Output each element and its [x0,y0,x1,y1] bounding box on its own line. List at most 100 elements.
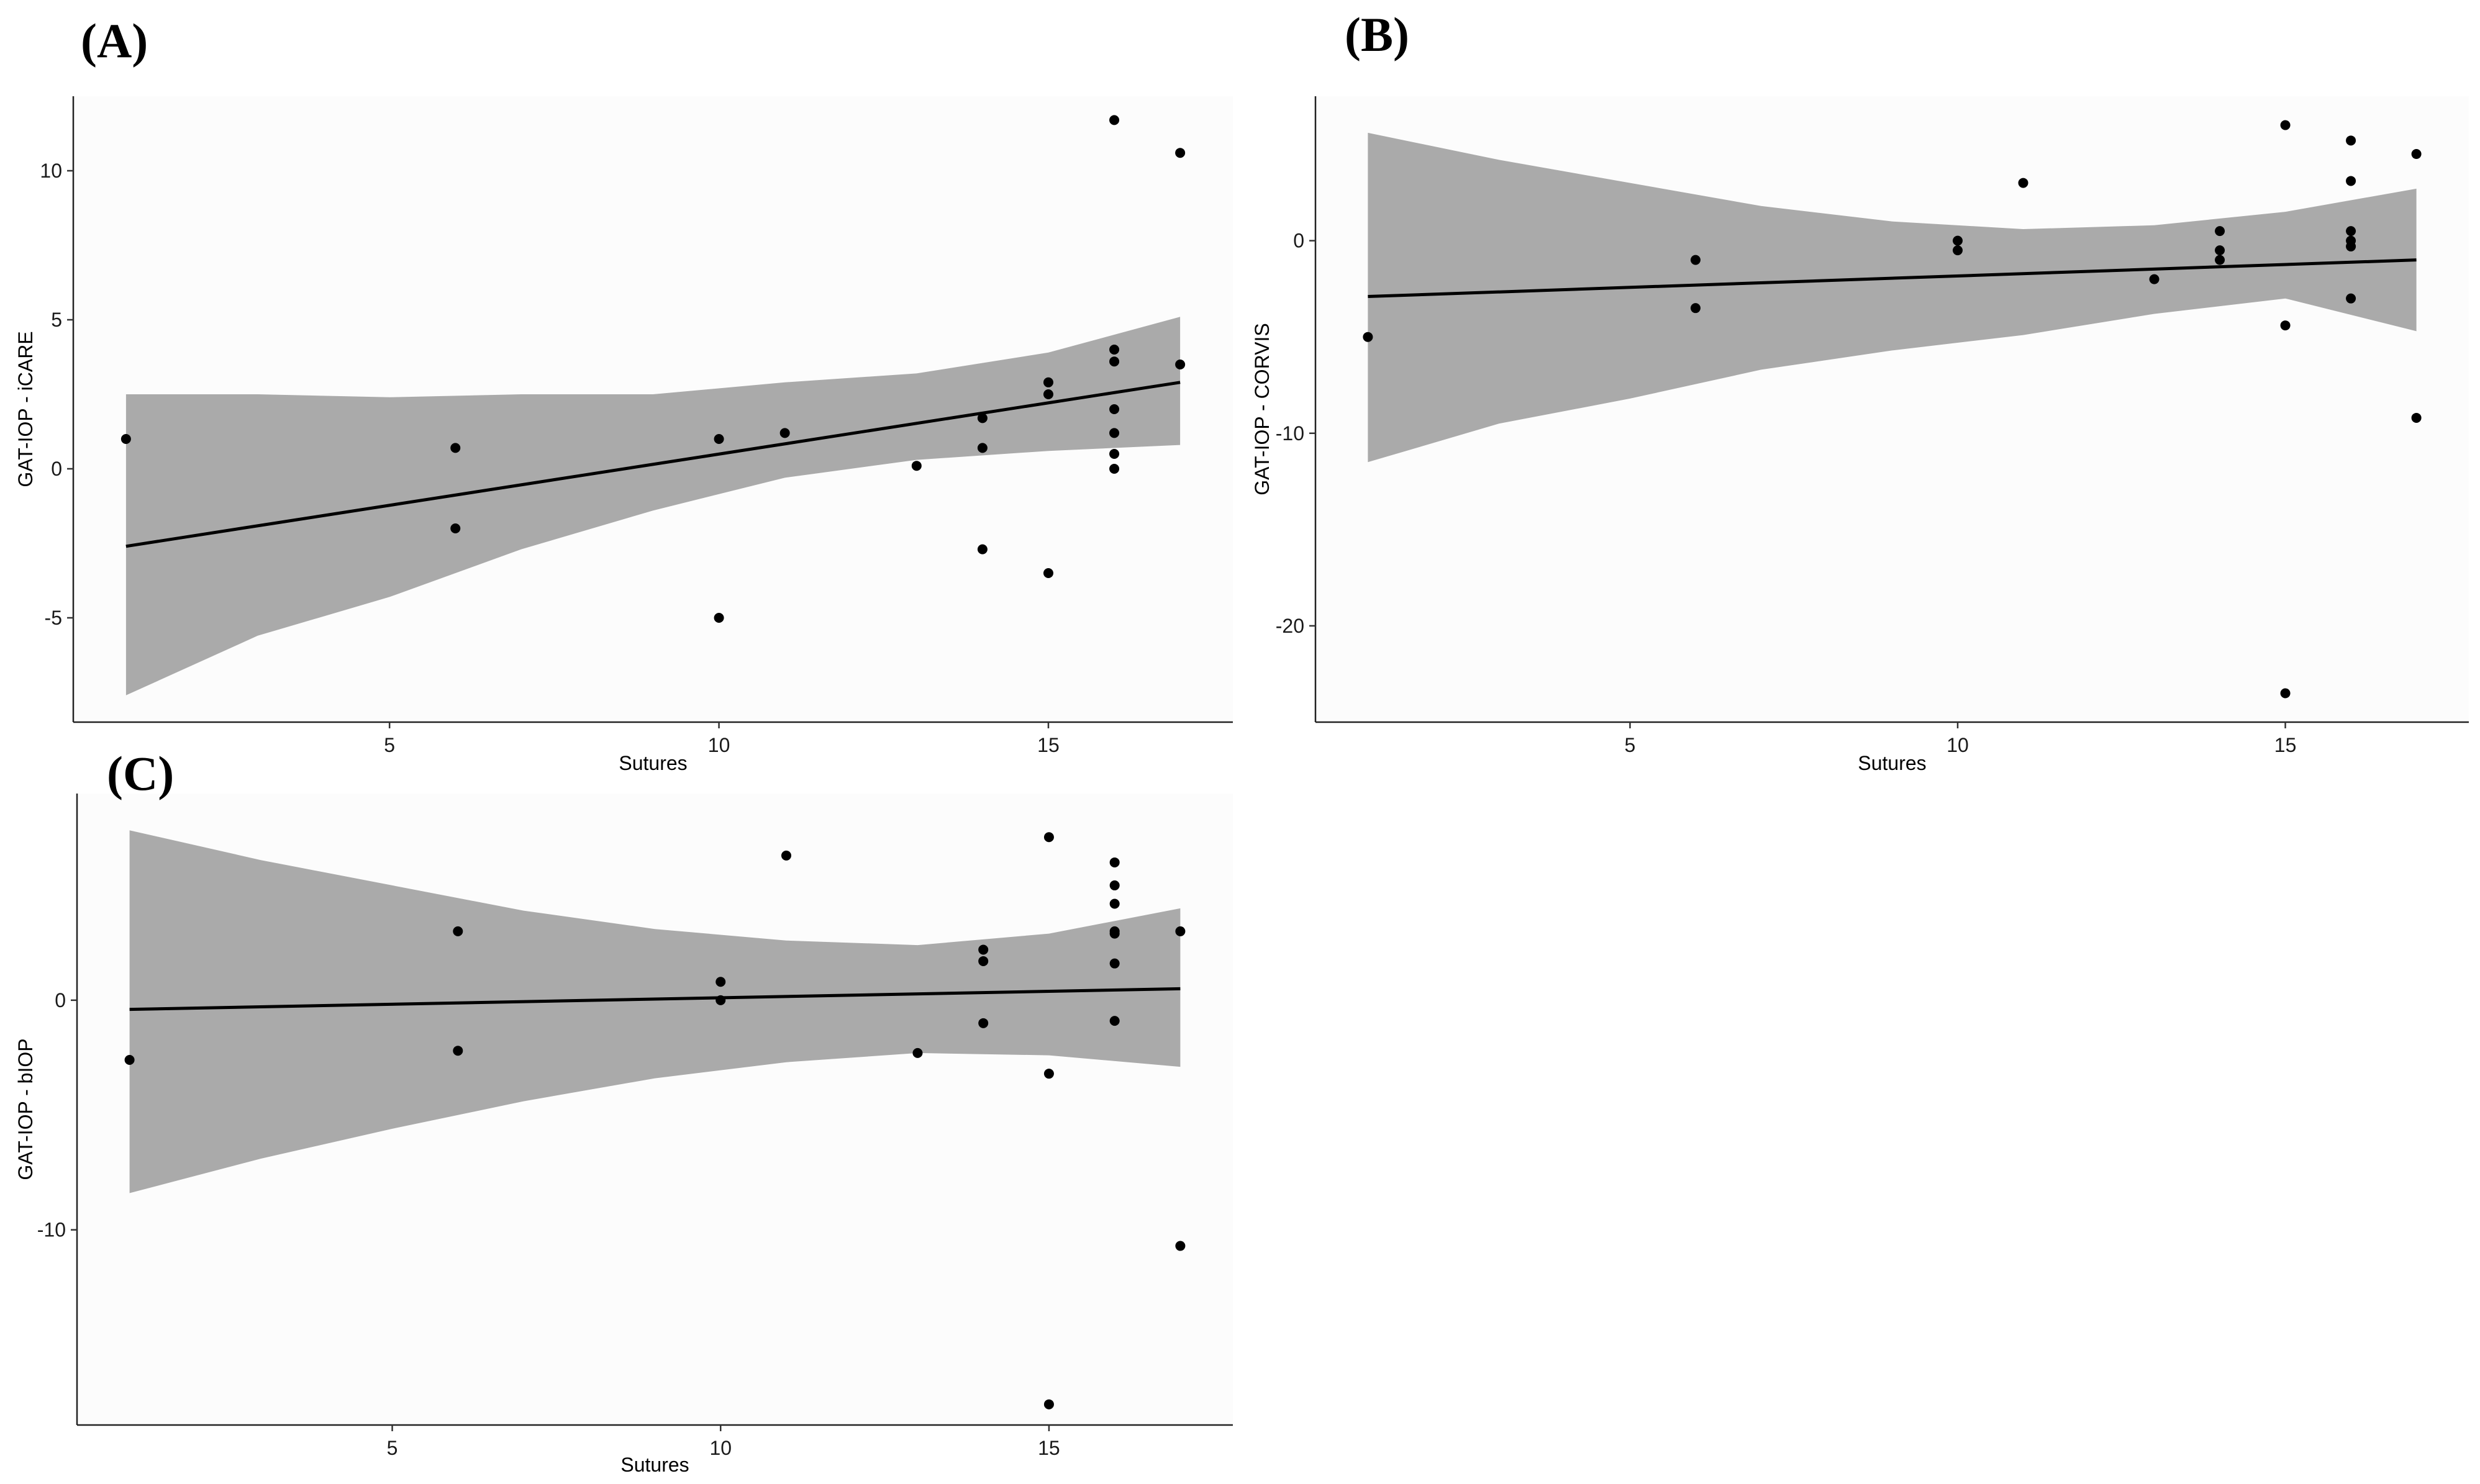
data-point-a-14 [1109,115,1120,125]
x-tick-label-c: 15 [1038,1437,1060,1459]
data-point-c-8 [978,944,989,955]
panel-a: 5 10 15 -5 0 5 10 Sutures GAT-IOP - iCARE (A) [14,14,1233,774]
y-tick-label-a: 0 [51,458,62,480]
data-point-c-2 [453,926,463,936]
panel-letter-b: (B) [1345,7,1409,61]
data-point-a-13 [1043,568,1053,578]
data-point-c-4 [715,977,726,987]
data-point-b-18 [2346,241,2356,251]
data-point-a-20 [1109,464,1120,474]
data-point-c-6 [781,850,791,861]
x-tick-label-b: 5 [1625,734,1636,756]
data-point-a-3 [450,523,461,533]
data-point-a-16 [1109,356,1120,367]
data-point-a-22 [1175,360,1186,369]
data-point-c-1 [124,1054,135,1065]
x-tick-label-c: 10 [709,1437,732,1459]
x-axis-title-a: Sutures [619,752,687,774]
data-point-b-16 [2346,226,2356,237]
data-point-b-7 [2149,274,2160,284]
regression-line-b [1368,258,2417,299]
data-point-c-15 [1109,880,1120,890]
panel-letter-c: (C) [107,746,174,800]
confidence-ribbon-c [129,830,1181,1193]
data-point-a-7 [911,461,922,471]
data-point-c-22 [1175,926,1186,936]
data-point-a-9 [977,443,988,453]
data-point-a-21 [1175,148,1186,158]
data-point-b-13 [2280,688,2291,699]
data-point-a-19 [1109,449,1120,459]
data-point-a-5 [714,613,724,623]
data-point-c-19 [1109,1016,1120,1026]
y-tick-label-b: -10 [1276,422,1304,445]
data-point-c-10 [978,1018,989,1028]
y-tick-label-c: -10 [37,1219,66,1241]
data-point-b-9 [2215,245,2225,256]
y-tick-label-c: 0 [55,989,66,1011]
data-point-a-15 [1109,345,1120,355]
data-point-b-14 [2346,135,2356,146]
data-point-b-3 [1690,303,1701,314]
x-axis-title-b: Sutures [1858,752,1926,774]
data-point-b-11 [2280,120,2291,130]
data-point-c-14 [1109,857,1120,867]
y-axis-title-c: GAT-IOP - bIOP [14,1038,37,1180]
data-point-b-19 [2346,293,2356,304]
data-point-b-4 [1953,235,1963,246]
data-point-b-8 [2215,226,2225,237]
x-tick-label-b: 10 [1946,734,1969,756]
data-point-b-6 [2018,178,2028,188]
y-axis-title-b: GAT-IOP - CORVIS [1251,323,1273,495]
data-point-c-13 [1043,1399,1054,1409]
data-point-a-2 [450,443,461,453]
x-axis-title-c: Sutures [620,1454,689,1476]
data-point-c-20 [1109,926,1120,936]
regression-line-c [129,987,1181,1011]
x-tick-label-c: 5 [387,1437,398,1459]
data-point-c-18 [1109,958,1120,969]
y-tick-label-a: -5 [45,607,62,629]
data-point-a-4 [714,434,724,444]
y-tick-label-b: 0 [1293,230,1304,252]
data-point-c-11 [1043,832,1054,843]
data-point-b-1 [1363,332,1373,342]
data-point-a-12 [1043,389,1053,399]
y-axis-title-a: GAT-IOP - iCARE [14,331,37,487]
data-point-b-2 [1690,255,1701,265]
data-point-b-5 [1953,245,1963,256]
x-tick-label-a: 10 [708,734,730,756]
data-point-a-17 [1109,404,1120,414]
data-point-b-10 [2215,255,2225,265]
y-tick-label-a: 10 [40,160,62,182]
data-point-b-20 [2411,149,2422,160]
x-tick-label-a: 15 [1037,734,1060,756]
data-point-b-21 [2411,412,2422,423]
data-point-c-21 [1175,1241,1186,1251]
panel-letter-a: (A) [81,14,148,68]
data-point-b-12 [2280,320,2291,331]
regression-line-a [125,381,1181,548]
confidence-ribbon-b [1368,132,2417,463]
panel-b: 5 10 15 -20 -10 0 Sutures GAT-IOP - CORVIS (B) [1251,7,2469,774]
data-point-a-10 [977,544,988,554]
data-point-a-6 [779,428,790,438]
data-point-c-12 [1043,1069,1054,1079]
data-point-b-15 [2346,176,2356,186]
x-tick-label-b: 15 [2274,734,2297,756]
data-point-a-8 [977,413,988,423]
data-point-c-16 [1109,898,1120,909]
data-point-c-9 [978,956,989,966]
panel-c: 5 10 15 -10 0 Sutures GAT-IOP - bIOP (C) [14,746,1233,1476]
y-tick-label-b: -20 [1276,615,1304,637]
data-point-c-5 [715,995,726,1005]
data-point-a-1 [120,434,131,444]
x-tick-label-a: 5 [384,734,395,756]
data-point-c-7 [912,1047,923,1058]
data-point-a-18 [1109,428,1120,438]
y-tick-label-a: 5 [51,309,62,331]
data-point-a-11 [1043,377,1053,387]
confidence-ribbon-a [125,317,1181,695]
data-point-c-3 [453,1046,463,1056]
